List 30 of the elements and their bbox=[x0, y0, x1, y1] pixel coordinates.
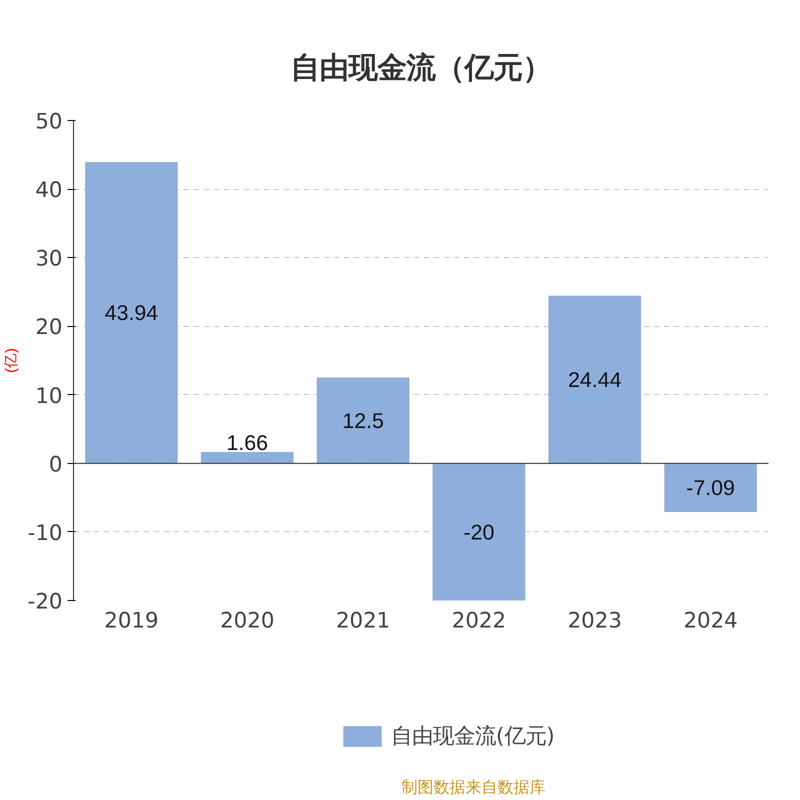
y-tick-label: -20 bbox=[28, 590, 63, 614]
bar bbox=[548, 296, 642, 464]
x-tick-label: 2022 bbox=[452, 608, 506, 634]
bar bbox=[432, 463, 526, 600]
data-label: 24.44 bbox=[568, 368, 622, 392]
bar bbox=[85, 162, 178, 464]
x-tick-label: 2019 bbox=[104, 608, 159, 634]
data-label: 43.94 bbox=[104, 301, 158, 326]
y-tick-label: 50 bbox=[35, 110, 62, 134]
y-tick-label: 30 bbox=[35, 246, 62, 272]
data-label: -20 bbox=[464, 520, 494, 544]
y-tick-label: 10 bbox=[35, 384, 62, 409]
data-label: 1.66 bbox=[226, 430, 268, 455]
bar bbox=[664, 463, 757, 512]
text: 制图数据来自数据库 bbox=[402, 778, 546, 796]
bar bbox=[200, 452, 294, 464]
data-label: -7.09 bbox=[686, 476, 735, 500]
legend-label: 自由现金流(亿元) bbox=[391, 723, 555, 750]
bar bbox=[316, 378, 410, 464]
data-label: 12.5 bbox=[342, 409, 384, 433]
x-tick-label: 2024 bbox=[683, 608, 738, 634]
y-tick-label: 40 bbox=[35, 178, 62, 204]
y-tick-label: 0 bbox=[48, 452, 63, 478]
y-tick-label: 20 bbox=[35, 315, 62, 340]
y-tick-label: -10 bbox=[28, 520, 63, 546]
x-tick-label: 2020 bbox=[220, 608, 274, 634]
x-tick-label: 2021 bbox=[336, 608, 390, 634]
x-tick-label: 2023 bbox=[568, 608, 622, 634]
y-axis-title: (亿) bbox=[4, 348, 20, 373]
chart-title: 自由现金流（亿元） bbox=[290, 50, 552, 84]
